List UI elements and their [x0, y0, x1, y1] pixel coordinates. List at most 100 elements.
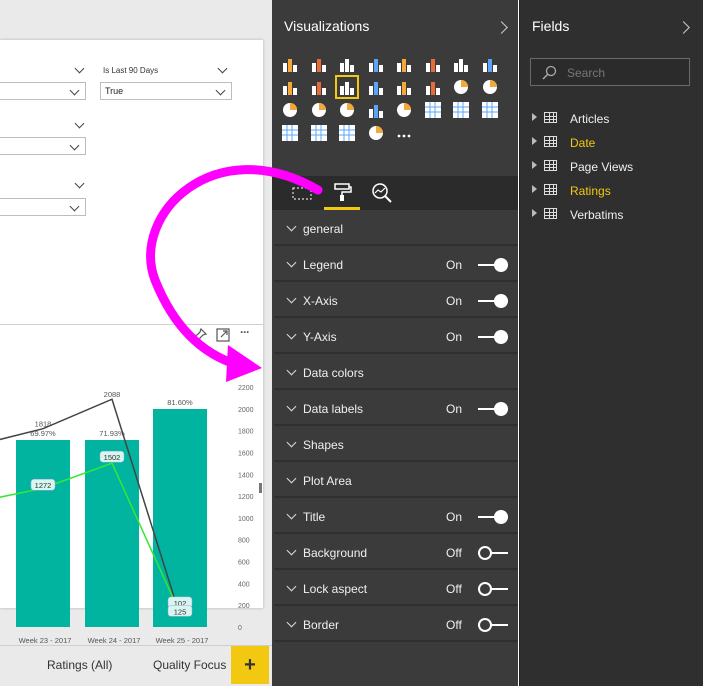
multi-row-card-icon[interactable]	[452, 101, 470, 119]
format-section-shapes[interactable]: Shapes	[274, 428, 518, 462]
collapse-pane-icon[interactable]	[677, 21, 690, 34]
analytics-icon[interactable]	[371, 182, 393, 209]
chevron-down-icon	[286, 293, 297, 304]
format-section-x-axis[interactable]: X-Axis On	[274, 284, 518, 318]
toggle-switch[interactable]	[478, 330, 508, 344]
slicer-dropdown-last-90-days[interactable]: True	[100, 82, 232, 100]
expand-arrow-icon[interactable]	[532, 137, 537, 145]
line-column-icon[interactable]	[310, 78, 328, 96]
field-table-date[interactable]: Date	[520, 132, 703, 154]
waterfall-icon[interactable]	[395, 78, 413, 96]
expand-arrow-icon[interactable]	[532, 209, 537, 217]
expand-arrow-icon[interactable]	[532, 161, 537, 169]
line-clustered-column-icon[interactable]	[335, 75, 359, 99]
field-table-name: Verbatims	[570, 208, 624, 222]
toggle-state-label: On	[446, 330, 463, 344]
toggle-switch[interactable]	[478, 402, 508, 416]
line-chart-icon[interactable]	[452, 55, 470, 73]
format-section-lock-aspect[interactable]: Lock aspect Off	[274, 572, 518, 606]
table-icon	[544, 136, 557, 147]
slicer-collapse-icon[interactable]	[74, 118, 85, 129]
funnel-icon[interactable]	[367, 101, 385, 119]
tab-quality-focus[interactable]: Quality Focus	[153, 658, 227, 672]
add-page-button[interactable]: +	[231, 646, 269, 684]
tab-ratings-all[interactable]: Ratings (All)	[47, 658, 113, 672]
format-section-data-colors[interactable]: Data colors	[274, 356, 518, 390]
toggle-switch[interactable]	[478, 510, 508, 524]
clustered-column-icon[interactable]	[367, 55, 385, 73]
format-section-y-axis[interactable]: Y-Axis On	[274, 320, 518, 354]
slicer-collapse-icon[interactable]	[74, 63, 85, 74]
slicer-dropdown-1[interactable]	[0, 82, 86, 100]
format-section-label: Background	[303, 546, 368, 560]
resize-handle	[259, 483, 262, 493]
format-section-plot-area[interactable]: Plot Area	[274, 464, 518, 498]
bar	[85, 440, 139, 627]
slicer-collapse-icon[interactable]	[217, 63, 228, 74]
format-section-general[interactable]: general	[274, 212, 518, 246]
format-section-data-labels[interactable]: Data labels On	[274, 392, 518, 426]
field-table-ratings[interactable]: Ratings	[520, 180, 703, 202]
field-table-page-views[interactable]: Page Views	[520, 156, 703, 178]
donut-icon[interactable]	[481, 78, 499, 96]
format-section-label: general	[303, 222, 344, 236]
format-section-legend[interactable]: Legend On	[274, 248, 518, 282]
treemap-icon[interactable]	[281, 101, 299, 119]
collapse-pane-icon[interactable]	[495, 21, 508, 34]
series-line-total	[0, 398, 181, 617]
filled-map-icon[interactable]	[338, 101, 356, 119]
slicer-dropdown-3[interactable]	[0, 198, 86, 216]
report-page: Is Last 90 Days True ··· 2200 2000 1	[0, 40, 263, 645]
100-column-icon[interactable]	[424, 55, 442, 73]
gauge-icon[interactable]	[395, 101, 413, 119]
card-icon[interactable]	[424, 101, 442, 119]
toggle-switch[interactable]	[478, 294, 508, 308]
slicer-dropdown-2[interactable]	[0, 137, 86, 155]
chevron-down-icon	[286, 221, 297, 232]
fields-search-input[interactable]: Search	[530, 58, 690, 86]
format-paint-roller-icon[interactable]	[332, 182, 352, 207]
table-icon[interactable]	[310, 124, 328, 142]
field-table-verbatims[interactable]: Verbatims	[520, 204, 703, 226]
stacked-bar-icon[interactable]	[281, 55, 299, 73]
format-section-label: Plot Area	[303, 474, 352, 488]
more-options-icon[interactable]: ···	[240, 325, 250, 339]
stacked-column-icon[interactable]	[310, 55, 328, 73]
toggle-switch[interactable]	[478, 618, 508, 632]
focus-mode-icon[interactable]	[216, 328, 230, 345]
field-table-articles[interactable]: Articles	[520, 108, 703, 130]
chevron-down-icon	[286, 509, 297, 520]
slicer-icon[interactable]	[281, 124, 299, 142]
format-section-border[interactable]: Border Off	[274, 608, 518, 642]
pin-icon[interactable]	[192, 327, 208, 345]
map-icon[interactable]	[310, 101, 328, 119]
pie-icon[interactable]	[452, 78, 470, 96]
stacked-area-icon[interactable]	[281, 78, 299, 96]
clustered-bar-icon[interactable]	[338, 55, 356, 73]
kpi-icon[interactable]	[481, 101, 499, 119]
matrix-icon[interactable]	[338, 124, 356, 142]
expand-arrow-icon[interactable]	[532, 185, 537, 193]
format-section-background[interactable]: Background Off	[274, 536, 518, 570]
format-section-label: Legend	[303, 258, 344, 272]
slicer-collapse-icon[interactable]	[74, 178, 85, 189]
chevron-down-icon	[286, 437, 297, 448]
chevron-down-icon	[69, 140, 80, 151]
more-visuals-icon[interactable]	[395, 124, 413, 142]
chevron-down-icon	[286, 257, 297, 268]
fields-tool-icon[interactable]	[292, 185, 312, 206]
format-section-title[interactable]: Title On	[274, 500, 518, 534]
scatter-icon[interactable]	[424, 78, 442, 96]
expand-arrow-icon[interactable]	[532, 113, 537, 121]
globe-icon[interactable]	[367, 124, 385, 142]
visualizations-title: Visualizations	[284, 18, 370, 34]
toggle-switch[interactable]	[478, 258, 508, 272]
toggle-switch[interactable]	[478, 582, 508, 596]
100-bar-icon[interactable]	[395, 55, 413, 73]
ribbon-chart-icon[interactable]	[367, 78, 385, 96]
line-clustered-column-chart[interactable]: 2200200018001600140012001000800600400200…	[0, 370, 263, 650]
toggle-switch[interactable]	[478, 546, 508, 560]
y-axis-tick-label: 2000	[238, 407, 254, 414]
area-chart-icon[interactable]	[481, 55, 499, 73]
chevron-down-icon	[286, 401, 297, 412]
